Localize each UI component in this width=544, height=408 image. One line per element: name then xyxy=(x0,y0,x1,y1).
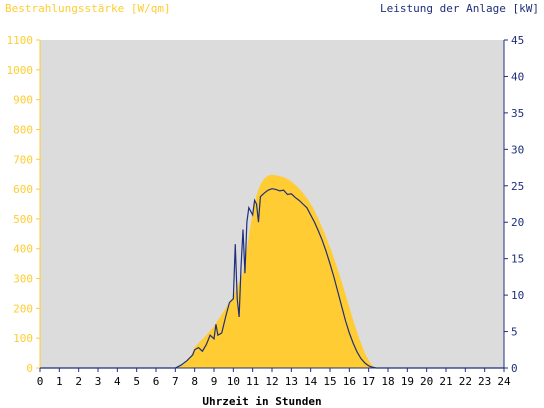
x-tick-label: 19 xyxy=(401,375,414,388)
right-tick-label: 5 xyxy=(511,326,518,339)
x-tick-label: 12 xyxy=(265,375,278,388)
x-tick-label: 8 xyxy=(191,375,198,388)
right-axis-ticks: 0 5 10 15 20 25 30 35 40 45 xyxy=(504,34,524,375)
left-tick-label: 500 xyxy=(13,213,33,226)
x-tick-label: 6 xyxy=(153,375,160,388)
x-axis-title: Uhrzeit in Stunden xyxy=(202,395,321,408)
x-tick-label: 13 xyxy=(285,375,298,388)
x-tick-label: 10 xyxy=(227,375,240,388)
x-tick-label: 0 xyxy=(37,375,44,388)
right-tick-label: 45 xyxy=(511,34,524,47)
left-axis-title: Bestrahlungsstärke [W/qm] xyxy=(5,2,171,15)
x-tick-label: 11 xyxy=(246,375,259,388)
x-tick-label: 24 xyxy=(497,375,511,388)
x-tick-label: 15 xyxy=(323,375,336,388)
left-tick-label: 300 xyxy=(13,273,33,286)
left-tick-label: 700 xyxy=(13,153,33,166)
right-tick-label: 40 xyxy=(511,70,524,83)
x-tick-label: 7 xyxy=(172,375,179,388)
right-axis-title: Leistung der Anlage [kW] xyxy=(380,2,539,15)
left-tick-label: 200 xyxy=(13,302,33,315)
x-tick-label: 5 xyxy=(133,375,140,388)
right-tick-label: 20 xyxy=(511,216,524,229)
x-tick-label: 2 xyxy=(75,375,82,388)
right-tick-label: 10 xyxy=(511,289,524,302)
left-axis-ticks: 0 100 200 300 400 500 600 700 800 900 1000 1100 xyxy=(7,34,40,375)
x-tick-label: 16 xyxy=(343,375,356,388)
x-tick-label: 14 xyxy=(304,375,318,388)
right-tick-label: 15 xyxy=(511,253,524,266)
x-tick-label: 1 xyxy=(56,375,63,388)
x-tick-label: 17 xyxy=(362,375,375,388)
left-tick-label: 400 xyxy=(13,243,33,256)
x-tick-label: 4 xyxy=(114,375,121,388)
left-tick-label: 0 xyxy=(26,362,33,375)
x-tick-label: 3 xyxy=(95,375,102,388)
left-tick-label: 900 xyxy=(13,94,33,107)
x-tick-label: 23 xyxy=(478,375,491,388)
left-tick-label: 600 xyxy=(13,183,33,196)
x-tick-label: 21 xyxy=(439,375,452,388)
power-line-layer xyxy=(40,188,504,369)
right-tick-label: 35 xyxy=(511,107,524,120)
power-line xyxy=(40,188,504,369)
left-tick-label: 100 xyxy=(13,332,33,345)
irradiance-area xyxy=(40,174,504,368)
x-tick-label: 22 xyxy=(459,375,472,388)
left-tick-label: 1000 xyxy=(7,64,34,77)
left-tick-label: 800 xyxy=(13,123,33,136)
x-tick-label: 9 xyxy=(211,375,218,388)
irradiance-area-layer xyxy=(40,174,504,368)
x-tick-label: 18 xyxy=(381,375,394,388)
left-tick-label: 1100 xyxy=(7,34,34,47)
x-tick-label: 20 xyxy=(420,375,433,388)
x-axis-ticks: 0 1 2 3 4 5 6 7 8 9 10 11 12 13 14 15 16 17 18 19 20 21 22 23 24 xyxy=(37,368,511,388)
right-tick-label: 25 xyxy=(511,180,524,193)
right-tick-label: 0 xyxy=(511,362,518,375)
right-tick-label: 30 xyxy=(511,143,524,156)
